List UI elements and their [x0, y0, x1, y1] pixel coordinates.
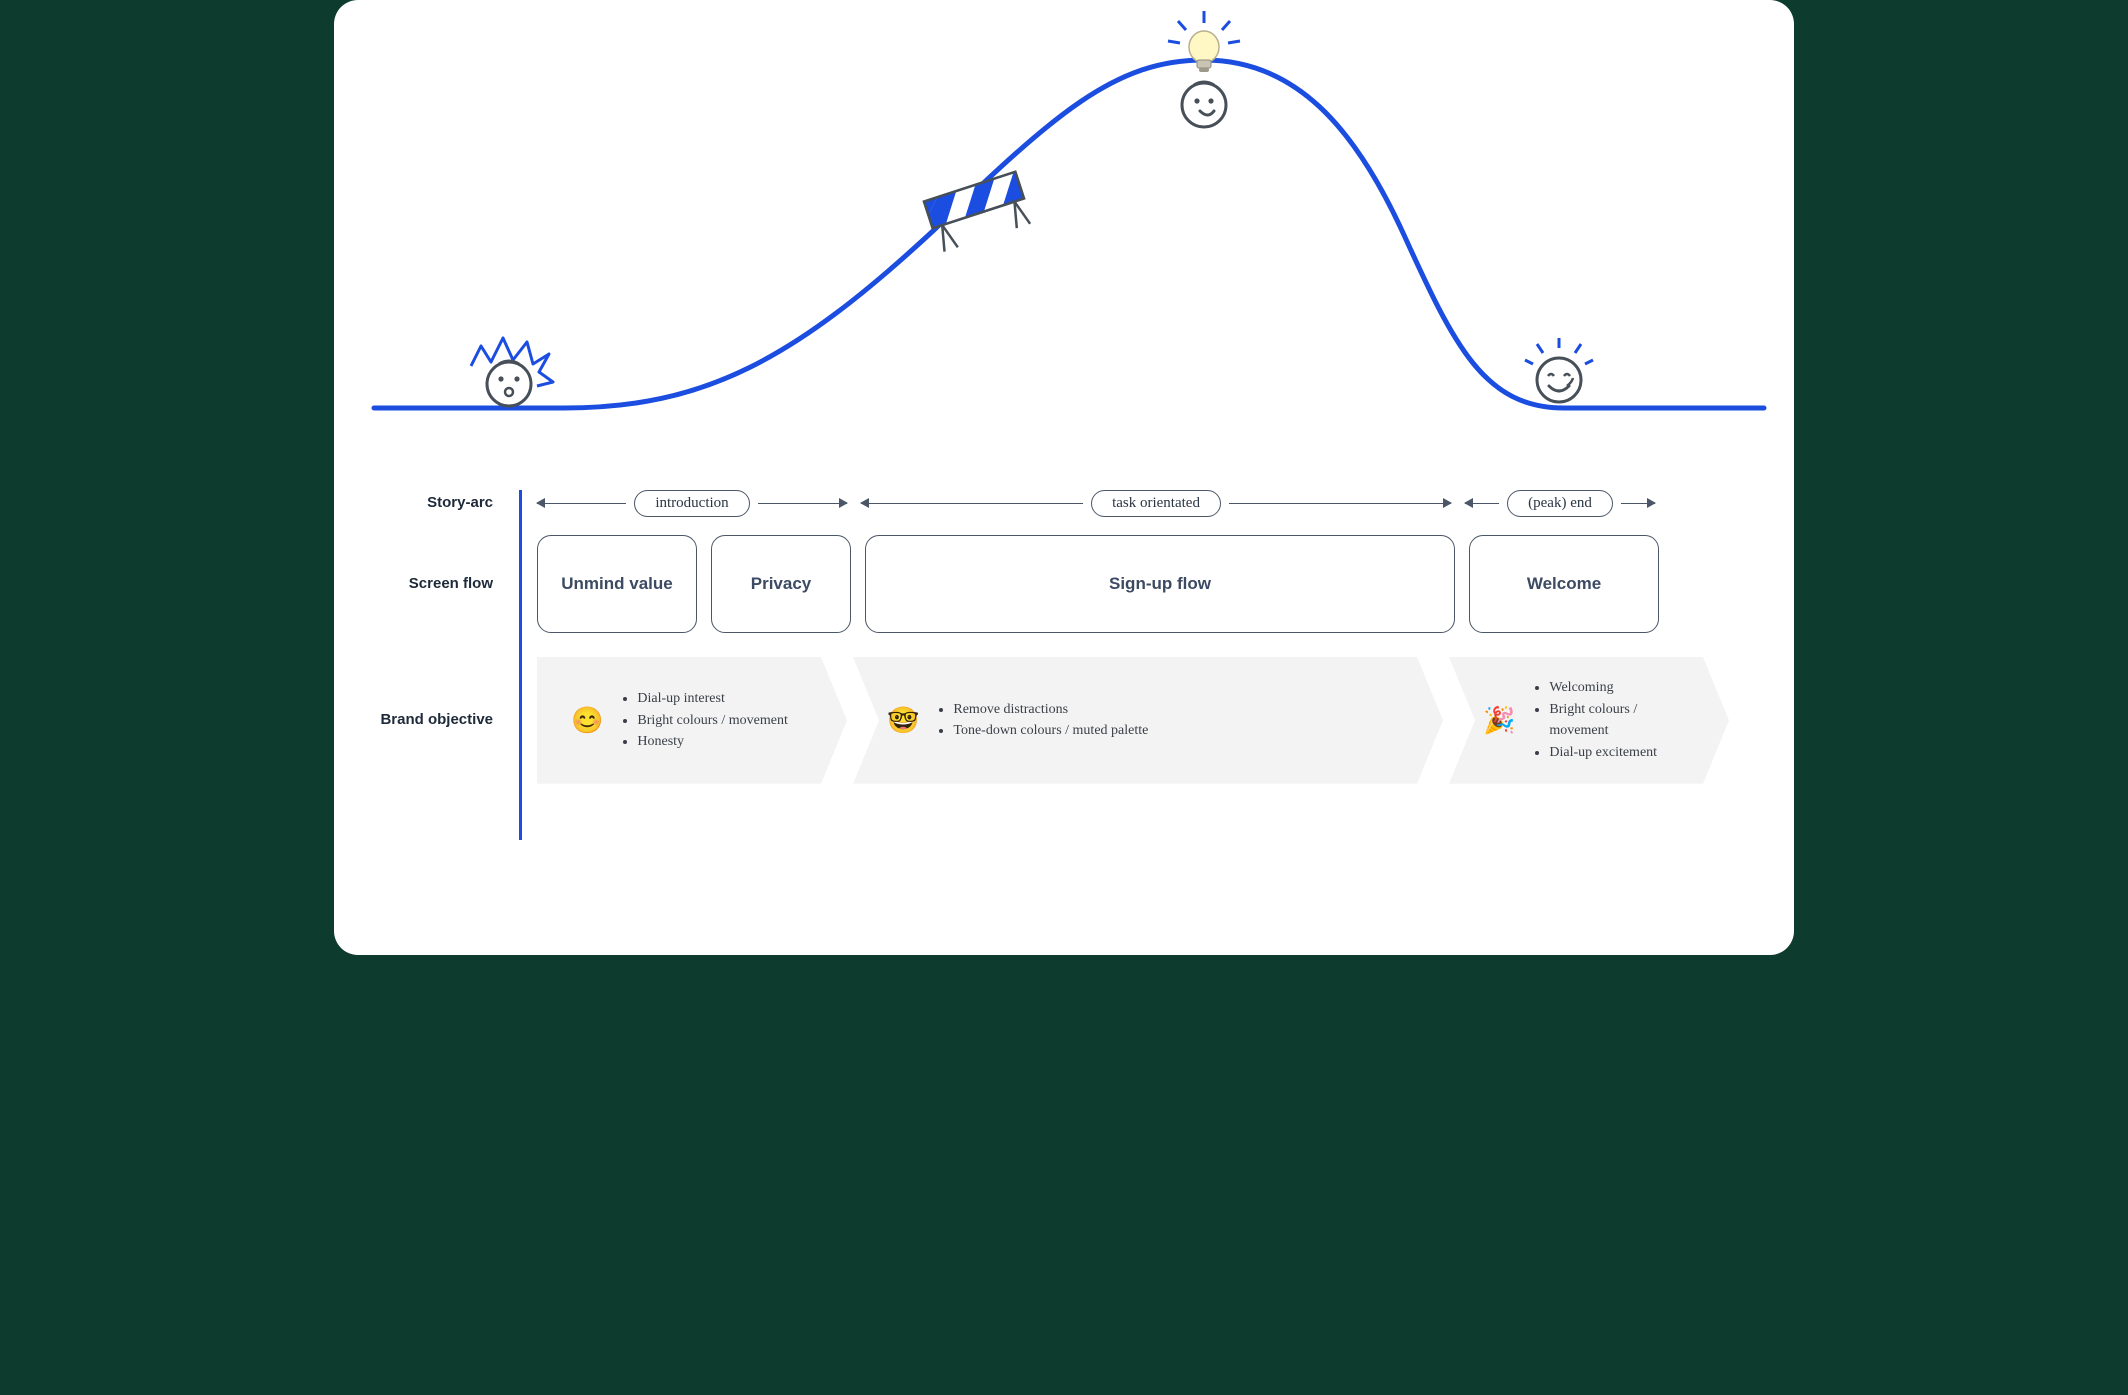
story-arc-label: Story-arc — [374, 494, 519, 513]
arc-pill: (peak) end — [1507, 490, 1613, 517]
brand-box: 😊 Dial-up interest Bright colours / move… — [537, 657, 847, 784]
brand-bullet: Welcoming — [1549, 677, 1699, 699]
brand-box: 🎉 Welcoming Bright colours / movement Di… — [1449, 657, 1729, 784]
arc-segment: (peak) end — [1465, 490, 1655, 517]
arc-pill: introduction — [634, 490, 749, 517]
story-arc-content: introduction task orientated (peak) end — [519, 490, 1754, 517]
brand-objective-content: 😊 Dial-up interest Bright colours / move… — [519, 657, 1754, 784]
rows-area: Story-arc introduction task orientated (… — [334, 490, 1794, 802]
brand-bullet: Bright colours / movement — [637, 710, 787, 732]
start-burst-face-icon — [471, 338, 553, 406]
brand-bullet: Honesty — [637, 731, 787, 753]
party-emoji-icon: 🎉 — [1483, 705, 1515, 736]
brand-bullets: Dial-up interest Bright colours / moveme… — [619, 688, 787, 753]
screen-flow-row: Screen flow Unmind value Privacy Sign-up… — [374, 535, 1754, 633]
brand-bullets: Remove distractions Tone-down colours / … — [935, 699, 1148, 742]
brand-bullet: Dial-up excitement — [1549, 742, 1699, 764]
journey-curve-path — [374, 60, 1764, 408]
brand-bullet: Dial-up interest — [637, 688, 787, 710]
arc-segment: task orientated — [861, 490, 1451, 517]
nerd-emoji-icon: 🤓 — [887, 705, 919, 736]
journey-curve-svg — [334, 0, 1794, 460]
journey-curve-area — [334, 0, 1794, 460]
screen-flow-content: Unmind value Privacy Sign-up flow Welcom… — [519, 535, 1754, 633]
flow-box: Sign-up flow — [865, 535, 1455, 633]
brand-box: 🤓 Remove distractions Tone-down colours … — [853, 657, 1443, 784]
flow-box: Unmind value — [537, 535, 697, 633]
arc-segment: introduction — [537, 490, 847, 517]
brand-bullets: Welcoming Bright colours / movement Dial… — [1531, 677, 1699, 764]
diagram-card: Story-arc introduction task orientated (… — [334, 0, 1794, 955]
smile-emoji-icon: 😊 — [571, 705, 603, 736]
screen-flow-label: Screen flow — [374, 575, 519, 594]
barrier-icon — [924, 172, 1032, 253]
arc-pill: task orientated — [1091, 490, 1221, 517]
brand-bullet: Tone-down colours / muted palette — [953, 720, 1148, 742]
story-arc-row: Story-arc introduction task orientated (… — [374, 490, 1754, 517]
peak-face-icon — [1182, 82, 1226, 127]
flow-box: Privacy — [711, 535, 851, 633]
brand-objective-label: Brand objective — [374, 711, 519, 730]
brand-bullet: Remove distractions — [953, 699, 1148, 721]
brand-objective-row: Brand objective 😊 Dial-up interest Brigh… — [374, 657, 1754, 784]
brand-bullet: Bright colours / movement — [1549, 699, 1699, 742]
flow-box: Welcome — [1469, 535, 1659, 633]
end-face-icon — [1525, 338, 1593, 402]
